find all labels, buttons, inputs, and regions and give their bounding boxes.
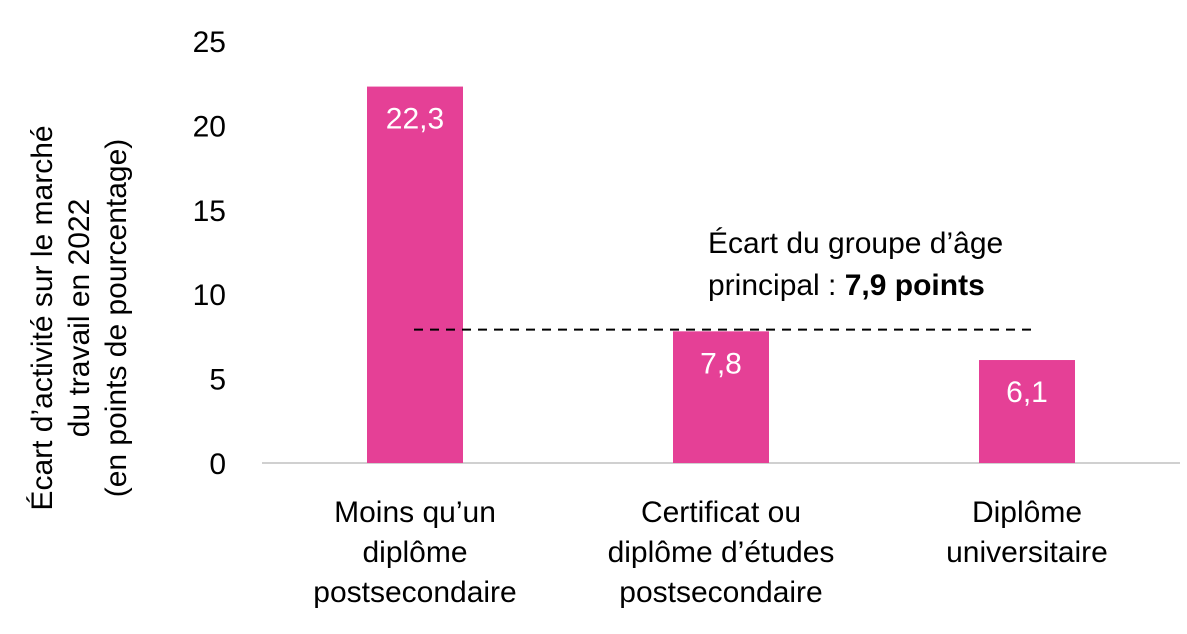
- reference-annotation-line-2: principal : 7,9 points: [708, 269, 985, 302]
- y-tick-label: 20: [193, 110, 226, 143]
- category-label-line: universitaire: [946, 536, 1108, 569]
- category-label-line: diplôme d’études: [608, 536, 835, 569]
- y-tick-label: 15: [193, 195, 226, 228]
- y-axis-title-line: (en points de pourcentage): [100, 139, 133, 498]
- bar: [367, 86, 463, 464]
- y-axis-title-line: du travail en 2022: [63, 199, 96, 438]
- y-axis-label: Écart d’activité sur le marché du travail…: [26, 125, 133, 510]
- category-label: Diplôme universitaire: [946, 496, 1108, 569]
- category-label-line: postsecondaire: [313, 576, 516, 609]
- bar: [979, 360, 1075, 463]
- category-label-line: diplôme: [362, 536, 467, 569]
- category-label: Moins qu’un diplôme postsecondaire: [313, 496, 516, 609]
- bar-data-label: 22,3: [386, 103, 444, 136]
- category-label-line: Moins qu’un: [334, 496, 496, 529]
- y-tick-label: 10: [193, 279, 226, 312]
- reference-annotation-value: 7,9 points: [845, 269, 985, 302]
- bar-data-label: 6,1: [1006, 376, 1048, 409]
- category-label-line: Diplôme: [972, 496, 1082, 529]
- y-tick-label: 0: [209, 448, 226, 481]
- category-labels: Moins qu’un diplôme postsecondaireCertific…: [313, 496, 1108, 609]
- bar-data-label: 7,8: [700, 347, 742, 380]
- category-label-line: postsecondaire: [619, 576, 822, 609]
- y-axis-title-line: Écart d’activité sur le marché: [26, 125, 59, 510]
- y-tick-label: 5: [209, 364, 226, 397]
- bars: [367, 86, 1075, 464]
- bar-data-labels: 22,3 7,8 6,1: [386, 103, 1048, 409]
- category-label-line: Certificat ou: [641, 496, 801, 529]
- reference-annotation-prefix: principal :: [708, 269, 845, 302]
- reference-annotation-line-1: Écart du groupe d’âge: [708, 227, 1003, 260]
- y-axis-ticks: 0 5 10 15 20 25: [193, 26, 226, 481]
- y-tick-label: 25: [193, 26, 226, 59]
- y-axis-title: Écart d’activité sur le marché du travail…: [26, 125, 133, 510]
- category-label: Certificat ou diplôme d’études postseconda…: [608, 496, 835, 609]
- bar: [673, 331, 769, 463]
